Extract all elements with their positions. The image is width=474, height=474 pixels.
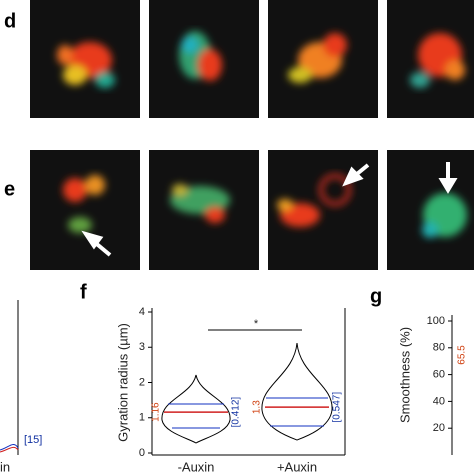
panel-label: g	[370, 285, 382, 307]
y-tick-label: 100	[427, 315, 445, 327]
spread-label: [0.547]	[332, 392, 343, 423]
annotation: [15]	[24, 434, 42, 446]
y-tick-label: 1	[139, 412, 145, 424]
panel-label: f	[80, 281, 87, 303]
y-tick-label: 4	[139, 306, 145, 318]
y-axis-title: Gyration radius (µm)	[115, 323, 130, 442]
median-label: 1.16	[151, 402, 162, 422]
y-tick-label: 3	[139, 341, 145, 353]
annotation: 65.5	[457, 345, 468, 365]
microscopy-row-d	[30, 0, 474, 118]
spread-label: [0.412]	[231, 397, 242, 428]
x-tick-label: -Auxin	[178, 459, 215, 474]
y-tick-label: 2	[139, 376, 145, 388]
panel-label: d	[4, 10, 16, 32]
x-tick-label: +Auxin	[277, 459, 317, 474]
y-tick-label: 0	[139, 447, 145, 459]
y-axis-title: Smoothness (%)	[397, 327, 412, 423]
y-tick-label: 80	[433, 342, 445, 354]
microscopy-row-e	[30, 150, 474, 270]
violin-plot: 0 1 2 3 4 Gyration radius (µm) * 1.16 [0.412] -Au…	[115, 306, 467, 474]
y-tick-label: 20	[433, 422, 445, 434]
y-tick-label: 40	[433, 395, 445, 407]
annotation: *	[254, 318, 259, 330]
y-tick-label: 60	[433, 369, 445, 381]
panel-label: e	[4, 178, 15, 200]
left-partial-panel: [15] in	[0, 300, 42, 474]
x-label: in	[0, 459, 10, 474]
median-label: 1.3	[252, 400, 263, 414]
violins	[161, 329, 333, 444]
